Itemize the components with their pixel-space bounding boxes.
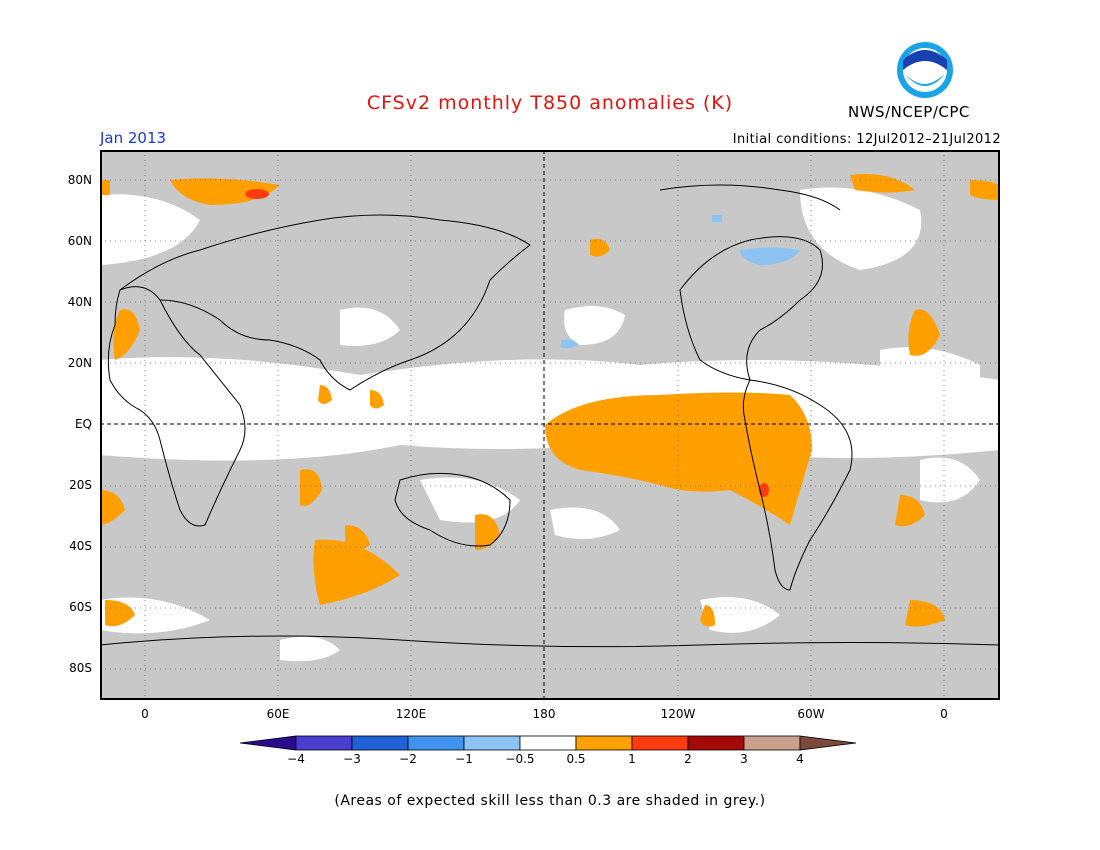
colorbar-swatch — [743, 735, 801, 751]
lon-label: 60W — [797, 707, 825, 721]
lat-label: 20S — [69, 478, 92, 492]
colorbar-label: −4 — [287, 752, 305, 766]
agency-label: NWS/NCEP/CPC — [848, 103, 970, 121]
noaa-logo: NOAA — [893, 40, 957, 104]
lat-label: 80S — [69, 661, 92, 675]
map-frame — [100, 150, 1000, 700]
lat-label: 40S — [69, 539, 92, 553]
lon-label: 120E — [395, 707, 427, 721]
lon-label: 60E — [266, 707, 290, 721]
colorbar-swatch — [519, 735, 577, 751]
colorbar-label: 4 — [796, 752, 804, 766]
colorbar-swatch — [351, 735, 409, 751]
skill-footnote: (Areas of expected skill less than 0.3 a… — [334, 793, 766, 809]
colorbar-swatch — [239, 735, 297, 751]
lat-label: 20N — [67, 356, 92, 370]
lat-label: 40N — [67, 295, 92, 309]
lon-label: 0 — [141, 707, 149, 721]
lat-label: EQ — [74, 417, 92, 431]
cool-anomaly-regions — [560, 215, 800, 349]
colorbar-label: −2 — [399, 752, 417, 766]
lat-label: 80N — [67, 173, 92, 187]
colorbar-label: −1 — [455, 752, 473, 766]
warm-anomaly-regions — [100, 174, 1000, 627]
coastlines — [100, 184, 1000, 648]
lat-label: 60N — [67, 234, 92, 248]
colorbar-swatch — [631, 735, 689, 751]
colorbar-swatch — [575, 735, 633, 751]
color-bar — [239, 735, 862, 755]
equator-dateline — [100, 150, 1000, 700]
colorbar-swatch — [463, 735, 521, 751]
colorbar-label: 3 — [740, 752, 748, 766]
colorbar-swatch — [407, 735, 465, 751]
colorbar-label: 2 — [684, 752, 692, 766]
strong-warm-regions — [245, 189, 769, 497]
colorbar-swatch — [687, 735, 745, 751]
colorbar-label: 0.5 — [566, 752, 586, 766]
lat-label: 60S — [69, 600, 92, 614]
initial-conditions: Initial conditions: 12Jul2012–21Jul2012 — [732, 132, 1001, 147]
colorbar-swatch — [799, 735, 857, 751]
logo-text: NOAA — [911, 64, 940, 74]
chart-title: CFSv2 monthly T850 anomalies (K) — [366, 92, 734, 114]
lon-label: 120W — [660, 707, 696, 721]
lon-label: 180 — [532, 707, 556, 721]
lon-label: 0 — [940, 707, 948, 721]
colorbar-label: −0.5 — [505, 752, 535, 766]
anomaly-map — [100, 150, 1000, 700]
colorbar-label: 1 — [628, 752, 636, 766]
colorbar-label: −3 — [343, 752, 361, 766]
colorbar-swatch — [295, 735, 353, 751]
neutral-regions — [100, 187, 1000, 662]
graticule — [100, 150, 1000, 700]
forecast-month: Jan 2013 — [100, 129, 167, 147]
